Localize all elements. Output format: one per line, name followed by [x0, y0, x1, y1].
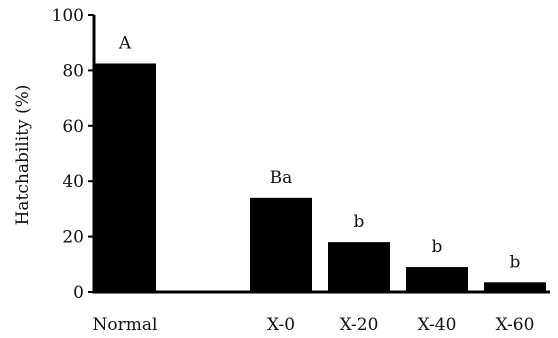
y-tick-label: 40: [62, 172, 84, 192]
x-category-label: X-40: [418, 315, 457, 335]
significance-labels: A Ba b b b: [118, 33, 521, 272]
significance-label: b: [354, 212, 365, 232]
y-tick-label: 20: [62, 228, 84, 248]
bar-x-0: [250, 197, 312, 292]
y-axis-ticks: 0 20 40 60 80 100: [52, 6, 94, 303]
y-tick-label: 0: [73, 283, 84, 303]
bar-x-60: [484, 282, 546, 292]
x-category-label: X-60: [496, 315, 535, 335]
x-category-label: X-0: [267, 315, 295, 335]
y-tick-label: 60: [62, 117, 84, 137]
y-axis-title: Hatchability (%): [13, 85, 33, 226]
bars: [94, 63, 546, 292]
category-labels: Normal X-0 X-20 X-40 X-60: [93, 315, 535, 335]
significance-label: Ba: [270, 168, 293, 188]
significance-label: b: [510, 252, 521, 272]
x-category-label: Normal: [93, 315, 158, 335]
bar-x-20: [328, 242, 390, 292]
y-tick-label: 100: [52, 6, 84, 26]
bar-x-40: [406, 267, 468, 292]
x-category-label: X-20: [340, 315, 379, 335]
y-tick-label: 80: [62, 61, 84, 81]
significance-label: A: [118, 33, 132, 53]
significance-label: b: [432, 237, 443, 257]
bar-normal: [94, 63, 156, 292]
